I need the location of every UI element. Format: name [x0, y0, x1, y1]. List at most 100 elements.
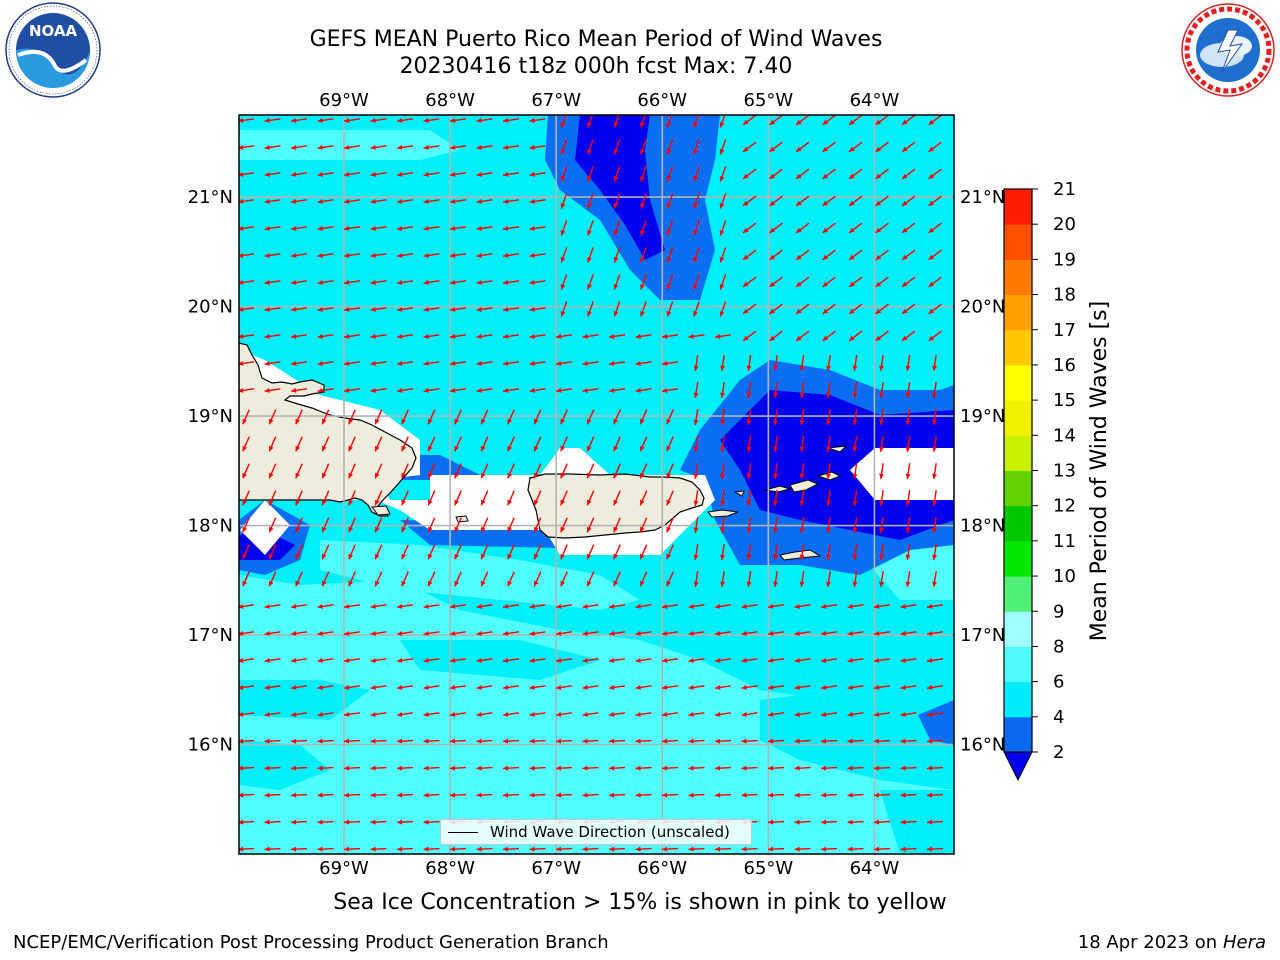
- wave-direction-arrow: [343, 144, 361, 150]
- wave-direction-arrow: [639, 409, 648, 425]
- wave-direction-arrow: [423, 846, 440, 852]
- wave-direction-arrow: [454, 463, 462, 479]
- wave-direction-arrow: [720, 435, 726, 453]
- wave-direction-arrow: [879, 570, 885, 588]
- colorbar-tick-label: 8: [1053, 636, 1064, 657]
- wave-direction-arrow: [901, 115, 916, 126]
- wave-direction-arrow: [875, 168, 889, 180]
- lat-tick-right: 18°N: [960, 516, 1005, 537]
- wave-direction-arrow: [454, 571, 462, 587]
- wave-direction-arrow: [290, 144, 308, 150]
- wave-direction-arrow: [582, 684, 599, 690]
- wave-direction-arrow: [290, 387, 308, 393]
- wave-direction-arrow: [423, 738, 440, 744]
- wave-direction-arrow: [822, 115, 836, 126]
- wave-direction-arrow: [454, 409, 462, 425]
- wave-direction-arrow: [928, 195, 942, 207]
- wave-direction-arrow: [693, 301, 700, 317]
- wave-direction-arrow: [879, 516, 885, 534]
- wave-direction-arrow: [264, 738, 281, 744]
- wave-direction-arrow: [666, 220, 674, 236]
- title-line-2: 20230416 t18z 000h fcst Max: 7.40: [399, 54, 793, 79]
- wave-direction-arrow: [290, 360, 308, 366]
- wave-direction-arrow: [396, 657, 414, 663]
- wave-direction-arrow: [502, 171, 520, 177]
- footer-date: 18 Apr 2023 on Hera: [1078, 932, 1266, 953]
- wave-direction-arrow: [295, 517, 303, 533]
- wave-direction-arrow: [900, 630, 917, 636]
- wave-direction-arrow: [714, 711, 732, 717]
- wave-direction-arrow: [714, 738, 732, 744]
- wave-direction-arrow: [449, 117, 467, 123]
- lat-tick-right: 21°N: [960, 187, 1005, 208]
- wave-direction-arrow: [401, 517, 409, 533]
- wave-direction-arrow: [688, 846, 705, 852]
- colorbar-segment: [1004, 505, 1032, 542]
- wave-direction-arrow: [666, 193, 674, 209]
- wave-direction-arrow: [396, 333, 414, 339]
- wave-direction-arrow: [370, 765, 387, 771]
- wave-direction-arrow: [317, 252, 334, 258]
- wave-direction-arrow: [321, 517, 330, 533]
- wave-direction-arrow: [348, 436, 356, 452]
- wave-direction-arrow: [769, 303, 783, 315]
- lon-tick-top: 67°W: [531, 90, 581, 111]
- wave-direction-arrow: [533, 544, 542, 560]
- wave-direction-arrow: [560, 220, 568, 236]
- wave-direction-arrow: [264, 657, 281, 663]
- colorbar-segment: [1004, 364, 1032, 401]
- wave-direction-arrow: [401, 571, 409, 587]
- wave-direction-arrow: [586, 409, 595, 425]
- wave-direction-arrow: [852, 435, 858, 453]
- wave-direction-arrow: [820, 738, 838, 744]
- wave-direction-arrow: [719, 139, 727, 155]
- wave-direction-arrow: [875, 330, 889, 342]
- wave-direction-arrow: [423, 387, 440, 393]
- wave-direction-arrow: [555, 657, 573, 663]
- wave-direction-arrow: [370, 738, 387, 744]
- wave-direction-arrow: [555, 360, 573, 366]
- wave-direction-arrow: [741, 603, 758, 609]
- wave-direction-arrow: [587, 193, 594, 209]
- wave-direction-arrow: [639, 490, 648, 506]
- wave-direction-arrow: [873, 792, 891, 798]
- wave-direction-arrow: [773, 354, 779, 372]
- wave-direction-arrow: [661, 333, 679, 339]
- wave-direction-arrow: [529, 279, 546, 285]
- wave-direction-arrow: [502, 738, 520, 744]
- wave-direction-arrow: [901, 168, 916, 180]
- wave-direction-arrow: [741, 657, 758, 663]
- wave-direction-arrow: [290, 306, 308, 312]
- wave-direction-arrow: [370, 630, 387, 636]
- wave-direction-arrow: [586, 571, 595, 587]
- wave-direction-arrow: [343, 846, 361, 852]
- wave-direction-arrow: [666, 166, 674, 182]
- wave-direction-arrow: [343, 252, 361, 258]
- wave-direction-arrow: [666, 490, 674, 506]
- wave-direction-arrow: [427, 490, 436, 506]
- lon-tick-top: 65°W: [744, 90, 794, 111]
- wave-direction-arrow: [794, 819, 811, 825]
- wave-direction-arrow: [239, 198, 255, 204]
- wave-direction-arrow: [746, 381, 752, 399]
- wave-direction-arrow: [848, 330, 863, 342]
- noaa-logo: NOAA: [5, 2, 101, 98]
- colorbar-tick-label: 14: [1053, 425, 1076, 446]
- wave-direction-arrow: [502, 846, 520, 852]
- wave-direction-arrow: [773, 462, 779, 480]
- wave-direction-arrow: [666, 247, 674, 263]
- wave-direction-arrow: [480, 490, 489, 506]
- wave-direction-arrow: [533, 409, 542, 425]
- wave-direction-arrow: [290, 792, 308, 798]
- wave-direction-arrow: [242, 436, 250, 452]
- colorbar-segment: [1004, 470, 1032, 507]
- wave-direction-arrow: [635, 738, 652, 744]
- wave-direction-arrow: [343, 738, 361, 744]
- wave-direction-arrow: [343, 765, 361, 771]
- wave-direction-arrow: [480, 436, 489, 452]
- map-legend: Wind Wave Direction (unscaled): [440, 819, 752, 845]
- wave-direction-arrow: [666, 301, 674, 317]
- wave-direction-arrow: [852, 570, 858, 588]
- colorbar-tick-label: 13: [1053, 461, 1076, 482]
- wave-direction-arrow: [693, 543, 699, 561]
